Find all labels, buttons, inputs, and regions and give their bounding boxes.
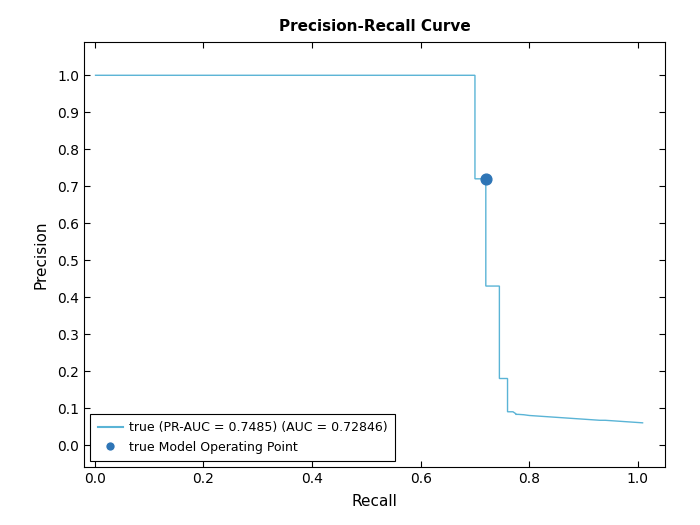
Title: Precision-Recall Curve: Precision-Recall Curve xyxy=(279,19,470,34)
Legend: true (PR-AUC = 0.7485) (AUC = 0.72846), true Model Operating Point: true (PR-AUC = 0.7485) (AUC = 0.72846), … xyxy=(90,414,395,461)
Point xyxy=(480,175,491,183)
Y-axis label: Precision: Precision xyxy=(34,220,49,289)
X-axis label: Recall: Recall xyxy=(351,495,398,509)
